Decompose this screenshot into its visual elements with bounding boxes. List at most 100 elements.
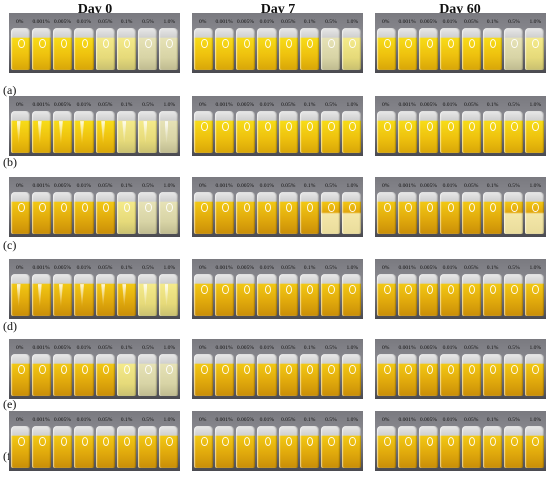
concentration-label: 1.0% <box>163 417 176 423</box>
vial <box>524 111 544 153</box>
vial <box>53 192 73 234</box>
glare-reflection <box>18 202 25 213</box>
vial <box>158 28 178 70</box>
concentration-labels: 0% 0.001% 0.005% 0.01% 0.05% 0.1% 0.5% 1.0% <box>9 101 180 109</box>
glare-reflection <box>384 38 391 49</box>
concentration-label: 1.0% <box>529 102 542 108</box>
concentration-label: 0.001% <box>32 183 50 189</box>
glare-reflection <box>384 202 391 213</box>
concentration-labels: 0% 0.001% 0.005% 0.01% 0.05% 0.1% 0.5% 1.0% <box>375 344 546 352</box>
concentration-label: 0.1% <box>486 183 499 189</box>
glare-reflection <box>60 202 68 213</box>
vial <box>503 354 523 396</box>
concentration-label: 0.5% <box>508 102 520 108</box>
glare-reflection <box>18 38 25 49</box>
concentration-labels: 0% 0.001% 0.005% 0.01% 0.05% 0.1% 0.5% 1.0% <box>375 416 546 424</box>
concentration-label: 0.005% <box>53 265 72 271</box>
concentration-label: 0.01% <box>442 417 458 423</box>
glare-reflection <box>328 284 335 295</box>
vial-row <box>377 192 544 234</box>
concentration-label: 1.0% <box>163 265 176 271</box>
vial <box>194 192 214 234</box>
glare-reflection <box>532 121 539 132</box>
vial <box>194 274 214 316</box>
concentration-label: 0.1% <box>120 345 133 351</box>
concentration-label: 0.1% <box>303 183 316 189</box>
vial <box>32 111 52 153</box>
glare-reflection <box>511 202 518 213</box>
glare-reflection <box>39 202 46 213</box>
concentration-label: 1.0% <box>346 265 359 271</box>
glare-reflection <box>60 436 68 447</box>
vial <box>461 192 481 234</box>
concentration-label: 0.001% <box>215 19 233 25</box>
glare-reflection <box>426 436 434 447</box>
glare-reflection <box>264 284 272 295</box>
panel-f-day1: 0% 0.001% 0.005% 0.01% 0.05% 0.1% 0.5% 1.0% <box>192 411 363 471</box>
glare-reflection <box>16 284 21 308</box>
glare-reflection <box>532 202 539 213</box>
concentration-label: 0.5% <box>142 345 154 351</box>
glare-reflection <box>60 38 68 49</box>
vial <box>299 354 319 396</box>
concentration-label: 0.001% <box>215 265 233 271</box>
glare-reflection <box>143 284 148 308</box>
concentration-label: 0.005% <box>236 19 255 25</box>
concentration-label: 0.1% <box>120 417 133 423</box>
vial <box>278 274 298 316</box>
vial <box>299 426 319 468</box>
concentration-label: 0.01% <box>259 19 275 25</box>
concentration-label: 0.001% <box>398 345 416 351</box>
concentration-label: 0.1% <box>486 19 499 25</box>
concentration-label: 0.05% <box>97 183 113 189</box>
vial <box>419 28 439 70</box>
vial <box>377 192 397 234</box>
glare-reflection <box>511 121 518 132</box>
glare-reflection <box>264 202 272 213</box>
glare-reflection <box>328 364 335 375</box>
panel-a-day0: 0% 0.001% 0.005% 0.01% 0.05% 0.1% 0.5% 1.0% <box>9 13 180 73</box>
vial <box>257 426 277 468</box>
vial <box>482 28 502 70</box>
concentration-labels: 0% 0.001% 0.005% 0.01% 0.05% 0.1% 0.5% 1.0% <box>375 101 546 109</box>
vial <box>74 426 94 468</box>
concentration-labels: 0% 0.001% 0.005% 0.01% 0.05% 0.1% 0.5% 1.0% <box>192 182 363 190</box>
concentration-label: 0.05% <box>463 345 479 351</box>
concentration-labels: 0% 0.001% 0.005% 0.01% 0.05% 0.1% 0.5% 1.0% <box>375 18 546 26</box>
concentration-label: 0% <box>15 417 24 423</box>
concentration-labels: 0% 0.001% 0.005% 0.01% 0.05% 0.1% 0.5% 1.0% <box>192 416 363 424</box>
vial <box>158 192 178 234</box>
concentration-labels: 0% 0.001% 0.005% 0.01% 0.05% 0.1% 0.5% 1.0% <box>192 264 363 272</box>
concentration-label: 0.1% <box>120 265 133 271</box>
vial <box>299 111 319 153</box>
concentration-label: 0.001% <box>398 265 416 271</box>
vial <box>524 28 544 70</box>
concentration-label: 0% <box>15 345 24 351</box>
panel-c-day0: 0% 0.001% 0.005% 0.01% 0.05% 0.1% 0.5% 1.0% <box>9 177 180 237</box>
vial <box>158 354 178 396</box>
concentration-label: 0.05% <box>280 183 296 189</box>
concentration-label: 0.5% <box>325 265 337 271</box>
glare-reflection <box>37 284 42 308</box>
concentration-label: 0% <box>15 183 24 189</box>
glare-reflection <box>405 284 412 295</box>
vial <box>116 426 136 468</box>
concentration-label: 0.05% <box>97 265 113 271</box>
vial <box>524 274 544 316</box>
vial <box>299 274 319 316</box>
vial <box>398 111 418 153</box>
concentration-label: 0.5% <box>142 417 154 423</box>
vial <box>503 111 523 153</box>
vial <box>32 192 52 234</box>
vial-row <box>11 192 178 234</box>
concentration-label: 1.0% <box>529 345 542 351</box>
vial <box>95 111 115 153</box>
concentration-label: 0.01% <box>259 417 275 423</box>
vial <box>11 274 31 316</box>
vial-row <box>11 28 178 70</box>
glare-reflection <box>447 364 455 375</box>
glare-reflection <box>349 364 356 375</box>
concentration-label: 0.05% <box>463 102 479 108</box>
concentration-label: 0.01% <box>76 183 92 189</box>
panel-b-day1: 0% 0.001% 0.005% 0.01% 0.05% 0.1% 0.5% 1.0% <box>192 96 363 156</box>
